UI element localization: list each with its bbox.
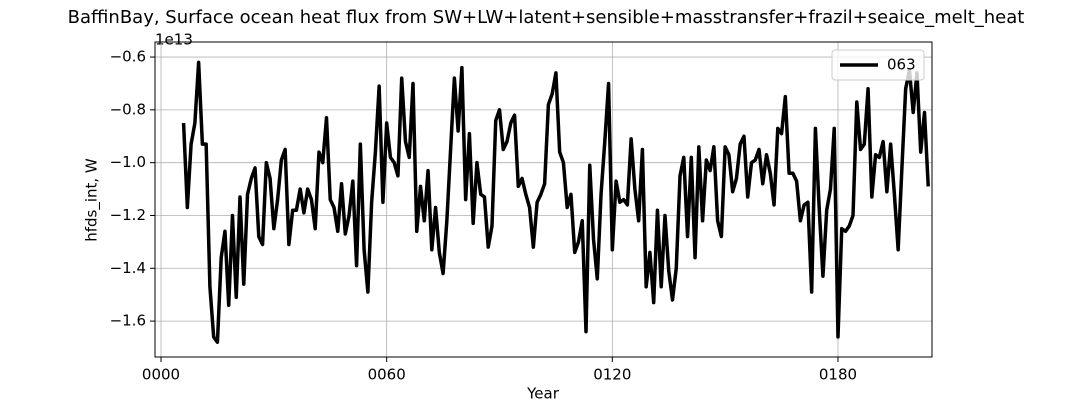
x-tick-label: 0000 [142,366,180,384]
y-tick-label: −1.4 [110,259,146,277]
x-tick-label: 0180 [819,366,857,384]
data-line [181,60,930,344]
y-axis-label: hfds_int, W [83,158,102,242]
y-tick-label: −0.8 [110,100,146,118]
x-axis-label: Year [526,385,560,403]
offset-label: 1e13 [155,31,193,49]
y-tick-label: −1.0 [110,153,146,171]
plot-frame [154,41,933,358]
y-tick-label: −0.6 [110,48,146,66]
legend-label: 063 [887,56,916,74]
chart-title: BaffinBay, Surface ocean heat flux from … [68,7,1025,28]
y-tick-label: −1.2 [110,206,146,224]
x-tick-label: 0060 [368,366,406,384]
y-tick-label: −1.6 [110,312,146,330]
x-tick-label: 0120 [593,366,631,384]
